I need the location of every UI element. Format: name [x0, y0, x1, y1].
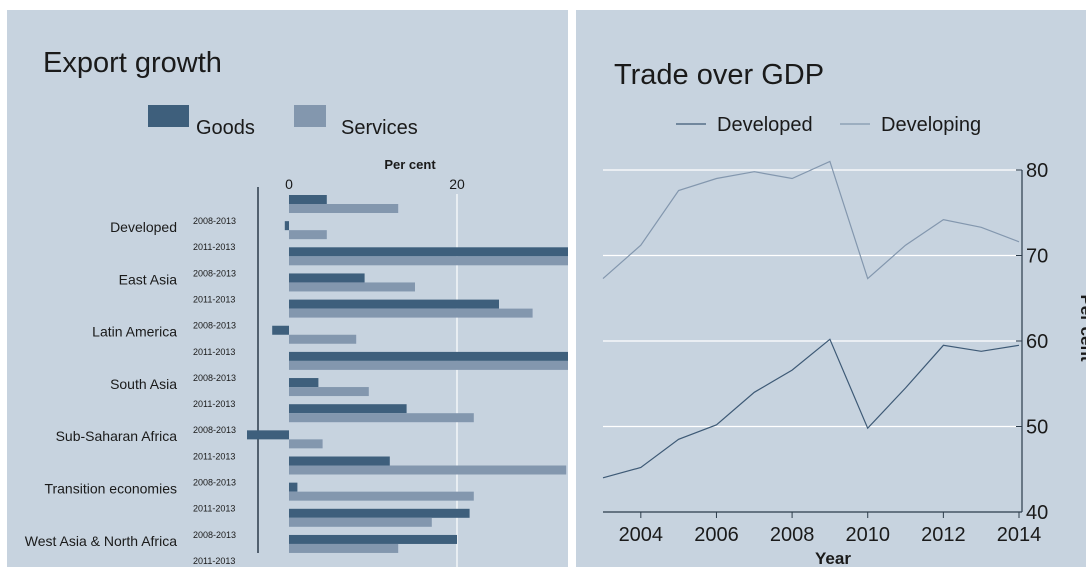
bar-services	[289, 517, 432, 527]
y-tick-label: 70	[1026, 246, 1048, 268]
period-label: 2011-2013	[193, 242, 235, 252]
period-label: 2008-2013	[193, 216, 236, 226]
legend-label-goods: Goods	[196, 117, 255, 139]
legend-swatch-services	[294, 105, 326, 127]
bar-goods	[289, 534, 457, 544]
period-label: 2011-2013	[193, 294, 235, 304]
period-label: 2008-2013	[193, 425, 236, 435]
bar-services	[289, 230, 327, 240]
period-label: 2011-2013	[193, 556, 235, 566]
x-tick-label: 2012	[921, 524, 966, 546]
y-axis-label: Per cent	[1077, 294, 1086, 361]
chart-title: Export growth	[43, 47, 222, 79]
bar-services	[289, 360, 568, 370]
bar-goods	[289, 247, 568, 257]
bar-goods	[289, 273, 365, 283]
y-tick-label: 50	[1026, 417, 1048, 439]
bar-services	[289, 334, 357, 344]
bar-goods	[289, 351, 568, 361]
bar-services	[289, 465, 567, 475]
period-label: 2011-2013	[193, 347, 235, 357]
region-label: Latin America	[92, 324, 177, 340]
bar-goods	[272, 325, 289, 335]
bar-goods	[289, 195, 327, 204]
y-tick-label: 40	[1026, 502, 1048, 524]
bar-goods	[289, 378, 319, 388]
y-tick-label: 60	[1026, 331, 1048, 353]
trade-over-gdp-chart: Trade over GDP Developed Developing 2004 200…	[602, 59, 1086, 567]
x-tick-label: 20	[449, 176, 465, 192]
legend-label-developing: Developing	[881, 114, 981, 136]
bar-goods	[289, 482, 298, 492]
x-axis-label: Per cent	[384, 157, 436, 172]
bar-goods	[284, 221, 289, 231]
bar-services	[289, 491, 474, 501]
period-label: 2008-2013	[193, 373, 236, 383]
bar-goods	[289, 404, 407, 414]
period-label: 2011-2013	[193, 451, 235, 461]
period-label: 2008-2013	[193, 321, 236, 331]
x-tick-label: 2010	[845, 524, 890, 546]
x-tick-label: 2006	[694, 524, 739, 546]
bar-services	[289, 308, 533, 318]
region-label: Transition economies	[44, 481, 177, 497]
period-label: 2008-2013	[193, 268, 236, 278]
bar-services	[289, 282, 415, 292]
legend-swatch-goods	[148, 105, 189, 127]
bar-services	[289, 413, 474, 423]
bar-goods	[289, 508, 470, 518]
legend-label-developed: Developed	[717, 114, 813, 136]
region-label: South Asia	[110, 376, 177, 392]
region-label: Developed	[110, 219, 177, 235]
period-label: 2011-2013	[193, 399, 235, 409]
bar-goods	[289, 299, 499, 309]
legend-label-services: Services	[341, 117, 418, 139]
y-tick-label: 80	[1026, 160, 1048, 182]
x-tick-label: 2004	[619, 524, 664, 546]
region-label: East Asia	[119, 271, 178, 287]
x-axis-label: Year	[815, 549, 851, 567]
trade-over-gdp-panel: Trade over GDP Developed Developing 2004 200…	[576, 10, 1086, 567]
chart-title: Trade over GDP	[614, 59, 824, 91]
bar-services	[289, 387, 369, 397]
x-tick-label: 2008	[770, 524, 815, 546]
series-line-developing	[602, 160, 1020, 280]
x-tick-label: 0	[285, 176, 293, 192]
bar-services	[289, 204, 399, 213]
bar-goods	[247, 430, 289, 440]
region-label: Sub-Saharan Africa	[56, 428, 178, 444]
period-label: 2008-2013	[193, 478, 236, 488]
x-tick-label: 2014	[997, 524, 1042, 546]
bar-services	[289, 256, 568, 266]
period-label: 2011-2013	[193, 504, 235, 514]
series-line-developed	[602, 338, 1020, 479]
bar-goods	[289, 456, 390, 466]
region-label: West Asia & North Africa	[25, 533, 177, 549]
bar-services	[289, 543, 399, 553]
bar-services	[289, 439, 323, 449]
period-label: 2008-2013	[193, 530, 236, 540]
